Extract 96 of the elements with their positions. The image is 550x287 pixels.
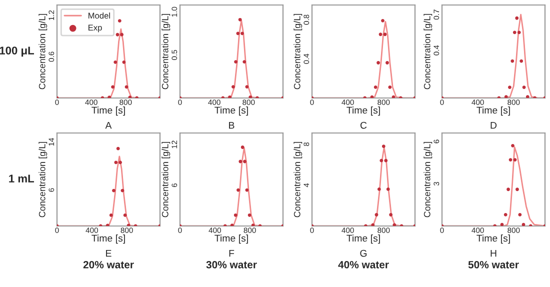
point (245, 85, 249, 89)
point (240, 146, 244, 149)
point (376, 61, 380, 64)
legend-label: Exp (88, 24, 102, 32)
legend-label: Model (88, 12, 110, 19)
y-axis-title: Concentration [g/L] (162, 142, 170, 218)
point (515, 16, 519, 20)
x-axis-title: Time [s] (346, 106, 380, 116)
point (392, 95, 396, 98)
point (370, 95, 374, 98)
point (520, 59, 524, 63)
point (116, 32, 120, 36)
point (228, 95, 232, 98)
point (248, 95, 252, 98)
point (506, 188, 510, 192)
point (392, 223, 396, 226)
point (238, 160, 242, 164)
point (380, 158, 384, 162)
point (508, 158, 512, 162)
point (248, 213, 252, 217)
point (120, 32, 124, 36)
text: 1 mL (9, 174, 34, 182)
point (513, 158, 517, 162)
point (522, 222, 526, 226)
y-axis-title: Concentration [g/L] (424, 142, 432, 218)
y-axis-title: Concentration [g/L] (294, 14, 302, 90)
point (511, 144, 514, 148)
point (114, 160, 118, 164)
point (386, 61, 389, 64)
y-axis-title: Concentration [g/L] (38, 14, 48, 90)
x-axis-title: Time [s] (214, 106, 248, 116)
text: A (105, 122, 112, 129)
point (522, 86, 526, 89)
point (240, 32, 244, 36)
point (120, 188, 124, 192)
point (508, 86, 512, 89)
text: G (360, 250, 367, 257)
x-axis-title: Time [s] (476, 234, 510, 244)
text: C (360, 122, 367, 129)
point (518, 213, 522, 216)
point (377, 188, 381, 191)
point (517, 30, 521, 34)
text: H (490, 250, 496, 257)
point (504, 95, 508, 98)
point (389, 213, 393, 216)
point (388, 86, 392, 89)
text: B (229, 122, 234, 129)
x-axis-title: Time [s] (92, 234, 125, 244)
point (234, 60, 238, 64)
point (382, 144, 386, 148)
point (123, 214, 127, 217)
text: D (490, 122, 497, 129)
point (381, 18, 384, 22)
y-axis-title: Concentration [g/L] (424, 14, 432, 90)
point (109, 214, 113, 217)
point (118, 19, 122, 23)
y-axis-title: Concentration [g/L] (294, 142, 302, 218)
point (374, 213, 378, 216)
x-axis-title: Time [s] (214, 234, 248, 244)
point (371, 223, 375, 226)
point (510, 59, 514, 63)
point (504, 213, 508, 216)
text: F (229, 250, 234, 257)
point (243, 160, 246, 164)
text: 50% water (468, 260, 519, 268)
point (236, 188, 240, 192)
point (112, 188, 116, 192)
point (526, 95, 530, 98)
point (238, 18, 242, 22)
text: 100 μL (0, 46, 34, 57)
point (512, 30, 516, 34)
point (374, 86, 378, 89)
point (236, 32, 240, 36)
point (242, 60, 246, 64)
point (234, 213, 238, 217)
point (383, 32, 387, 36)
point (384, 158, 388, 162)
text: 30% water (206, 260, 257, 268)
text: 40% water (338, 260, 389, 268)
y-axis-title: Concentration [g/L] (162, 14, 170, 90)
x-axis-title: Time [s] (346, 234, 380, 244)
point (232, 85, 235, 89)
point (114, 60, 118, 64)
point (386, 188, 390, 191)
point (378, 32, 382, 36)
point (516, 188, 519, 192)
text: E (106, 250, 112, 257)
x-axis-title: Time [s] (92, 106, 125, 116)
point (111, 85, 114, 89)
x-axis-title: Time [s] (476, 106, 510, 116)
point (118, 160, 122, 164)
point (500, 222, 504, 226)
text: 20% water (83, 260, 134, 268)
point (116, 146, 120, 150)
point (122, 60, 126, 64)
y-axis-title: Concentration [g/L] (38, 142, 48, 218)
